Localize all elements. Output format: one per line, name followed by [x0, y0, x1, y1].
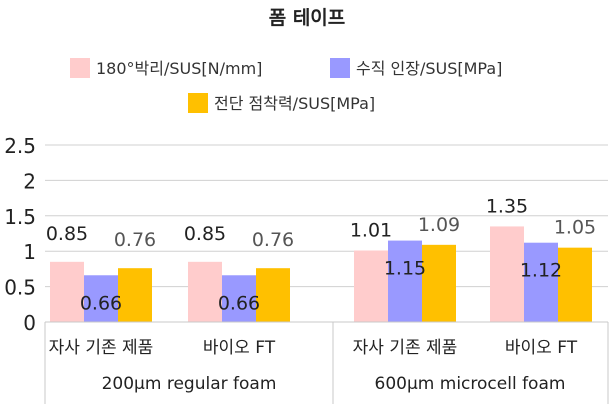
x-tick-label: 자사 기존 제품: [353, 338, 458, 358]
x-group-label: 600µm microcell foam: [375, 374, 566, 394]
legend-swatch: [188, 93, 208, 113]
data-label: 0.85: [184, 223, 226, 245]
bar: [354, 250, 388, 322]
data-labels: 0.85 0.66 0.76 0.85 0.66 0.76 1.01 1.15 1.09 1.35…: [46, 195, 596, 314]
x-tick-label: 바이오 FT: [505, 338, 578, 358]
legend-swatch: [70, 58, 90, 78]
data-label: 0.66: [80, 292, 122, 314]
bar: [558, 247, 592, 322]
bar: [256, 268, 290, 322]
bar: [524, 242, 558, 322]
data-label: 1.35: [486, 195, 528, 217]
bar: [50, 261, 84, 322]
legend-label: 전단 점착력/SUS[MPa]: [214, 94, 375, 113]
legend: 180°박리/SUS[N/mm] 수직 인장/SUS[MPa] 전단 점착력/SUS…: [70, 58, 502, 113]
x-group-label: 200µm regular foam: [102, 374, 277, 394]
data-label: 0.85: [46, 223, 88, 245]
data-label: 0.66: [218, 292, 260, 314]
bar: [490, 226, 524, 322]
bars: [50, 226, 592, 322]
y-axis: 0 0.5 1 1.5 2 2.5: [4, 134, 36, 335]
data-label: 1.12: [520, 260, 562, 282]
bar: [422, 244, 456, 322]
chart-title: 폼 테이프: [269, 7, 346, 29]
y-tick-label: 2.5: [4, 134, 36, 158]
y-tick-label: 0: [23, 311, 36, 335]
legend-swatch: [330, 58, 350, 78]
bar: [188, 261, 222, 322]
legend-label: 180°박리/SUS[N/mm]: [96, 59, 262, 78]
bar: [84, 275, 118, 322]
data-label: 1.09: [418, 214, 460, 236]
x-tick-label: 바이오 FT: [203, 338, 276, 358]
data-label: 0.76: [252, 229, 294, 251]
y-tick-label: 1: [23, 240, 36, 264]
data-label: 1.01: [350, 219, 392, 241]
y-tick-label: 0.5: [4, 276, 36, 300]
bar: [222, 275, 256, 322]
data-label: 1.05: [554, 217, 596, 239]
bar: [118, 268, 152, 322]
data-label: 0.76: [114, 229, 156, 251]
bar: [388, 240, 422, 322]
x-axis: 자사 기존 제품 바이오 FT 자사 기존 제품 바이오 FT 200µm regula…: [44, 321, 609, 404]
x-tick-label: 자사 기존 제품: [49, 338, 154, 358]
y-tick-label: 1.5: [4, 205, 36, 229]
data-label: 1.15: [384, 258, 426, 280]
y-tick-label: 2: [23, 169, 36, 193]
legend-label: 수직 인장/SUS[MPa]: [356, 59, 502, 78]
